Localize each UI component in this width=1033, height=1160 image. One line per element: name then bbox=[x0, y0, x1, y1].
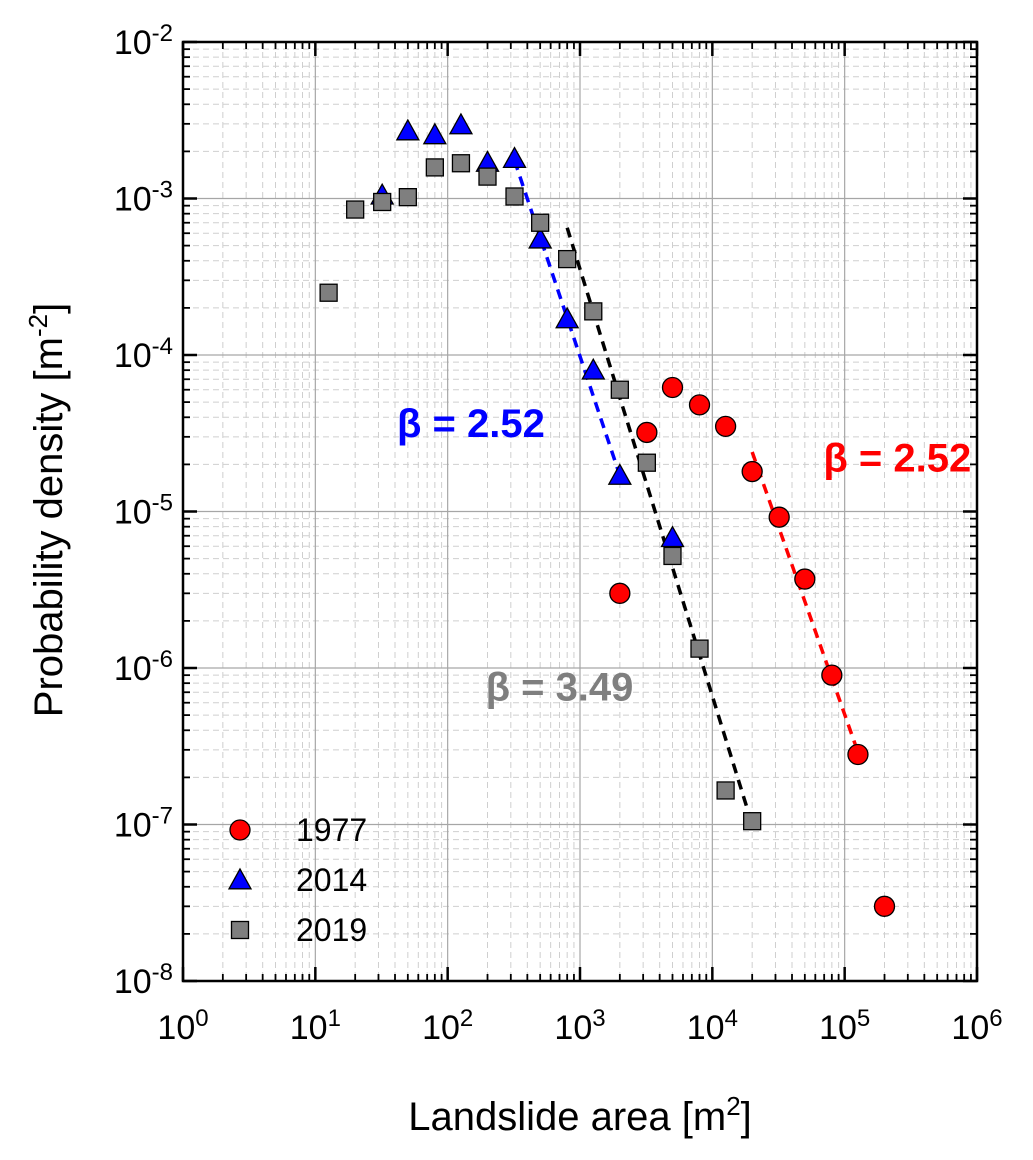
point-2019 bbox=[505, 187, 524, 206]
point-2019 bbox=[690, 639, 709, 658]
point-2019 bbox=[478, 167, 497, 186]
axis-ticks bbox=[181, 40, 979, 983]
data-points bbox=[319, 112, 896, 917]
point-1977 bbox=[821, 664, 843, 686]
point-2019 bbox=[743, 812, 762, 831]
legend-label-2019: 2019 bbox=[296, 912, 367, 948]
point-2019 bbox=[637, 453, 656, 472]
point-1977 bbox=[714, 415, 737, 438]
x-tick-label: 105 bbox=[819, 1005, 870, 1048]
point-1977 bbox=[688, 394, 711, 416]
point-2014 bbox=[395, 118, 420, 141]
y-tick-label: 10-6 bbox=[114, 646, 173, 689]
point-2014 bbox=[607, 463, 632, 485]
point-2019 bbox=[319, 283, 338, 302]
fit-line-3 bbox=[750, 451, 860, 753]
point-1977 bbox=[873, 895, 896, 917]
y-tick-label: 10-8 bbox=[114, 959, 173, 1002]
y-tick-label: 10-2 bbox=[114, 20, 173, 63]
legend-label-1977: 1977 bbox=[296, 812, 367, 848]
x-axis-title: Landslide area [m2] bbox=[408, 1091, 752, 1139]
point-2014 bbox=[502, 146, 527, 168]
point-1977 bbox=[794, 568, 816, 590]
point-2014 bbox=[660, 525, 685, 548]
point-2019 bbox=[558, 249, 577, 269]
point-1977 bbox=[636, 421, 658, 444]
point-2014 bbox=[581, 357, 606, 380]
legend-label-2014: 2014 bbox=[296, 862, 367, 898]
y-tick-label: 10-7 bbox=[114, 802, 173, 845]
point-1977 bbox=[609, 582, 631, 604]
annotations: β = 2.52 β = 2.52 β = 3.49 bbox=[397, 402, 971, 710]
point-2019 bbox=[451, 154, 471, 173]
point-1977 bbox=[847, 743, 869, 766]
point-2019 bbox=[610, 380, 629, 399]
point-2019 bbox=[425, 158, 444, 177]
point-2014 bbox=[555, 306, 580, 329]
x-tick-label: 103 bbox=[554, 1005, 605, 1048]
series-1977 bbox=[609, 376, 896, 917]
point-2014 bbox=[422, 122, 447, 145]
point-2019 bbox=[531, 213, 550, 232]
y-tick-label: 10-3 bbox=[114, 176, 173, 219]
point-2014 bbox=[448, 112, 474, 135]
legend: 1977 2014 2019 bbox=[227, 812, 367, 948]
x-tick-label: 101 bbox=[290, 1005, 341, 1048]
series-2019 bbox=[319, 154, 762, 831]
point-2019 bbox=[663, 546, 682, 566]
x-tick-label: 102 bbox=[422, 1005, 473, 1048]
x-tick-label: 104 bbox=[687, 1005, 738, 1048]
beta-annotation: β = 3.49 bbox=[486, 665, 634, 709]
point-2019 bbox=[716, 781, 735, 800]
y-tick-labels: 10-8 10-7 10-6 10-5 10-4 10-3 10-2 bbox=[114, 20, 173, 1002]
beta-annotation: β = 2.52 bbox=[397, 402, 545, 446]
point-1977 bbox=[768, 506, 790, 528]
fit-line-2 bbox=[565, 227, 754, 826]
point-2019 bbox=[584, 302, 603, 321]
x-tick-label: 100 bbox=[157, 1005, 208, 1048]
fit-line-1 bbox=[512, 159, 622, 476]
point-2014 bbox=[528, 226, 553, 249]
legend-marker-1977 bbox=[229, 819, 251, 841]
fit-lines bbox=[512, 159, 860, 826]
y-axis-title: Probability density [m-2] bbox=[23, 303, 71, 717]
x-tick-labels: 100 101 102 103 104 105 106 bbox=[157, 1005, 1002, 1048]
y-tick-label: 10-4 bbox=[114, 333, 173, 376]
point-1977 bbox=[741, 460, 763, 483]
x-tick-label: 106 bbox=[951, 1005, 1002, 1048]
y-tick-label: 10-5 bbox=[114, 489, 173, 532]
point-2019 bbox=[373, 192, 392, 212]
legend-marker-2014 bbox=[227, 867, 253, 890]
legend-marker-2019 bbox=[230, 920, 250, 940]
point-2019 bbox=[346, 200, 365, 219]
point-2019 bbox=[398, 188, 417, 207]
beta-annotation: β = 2.52 bbox=[823, 437, 971, 481]
point-1977 bbox=[661, 376, 684, 399]
